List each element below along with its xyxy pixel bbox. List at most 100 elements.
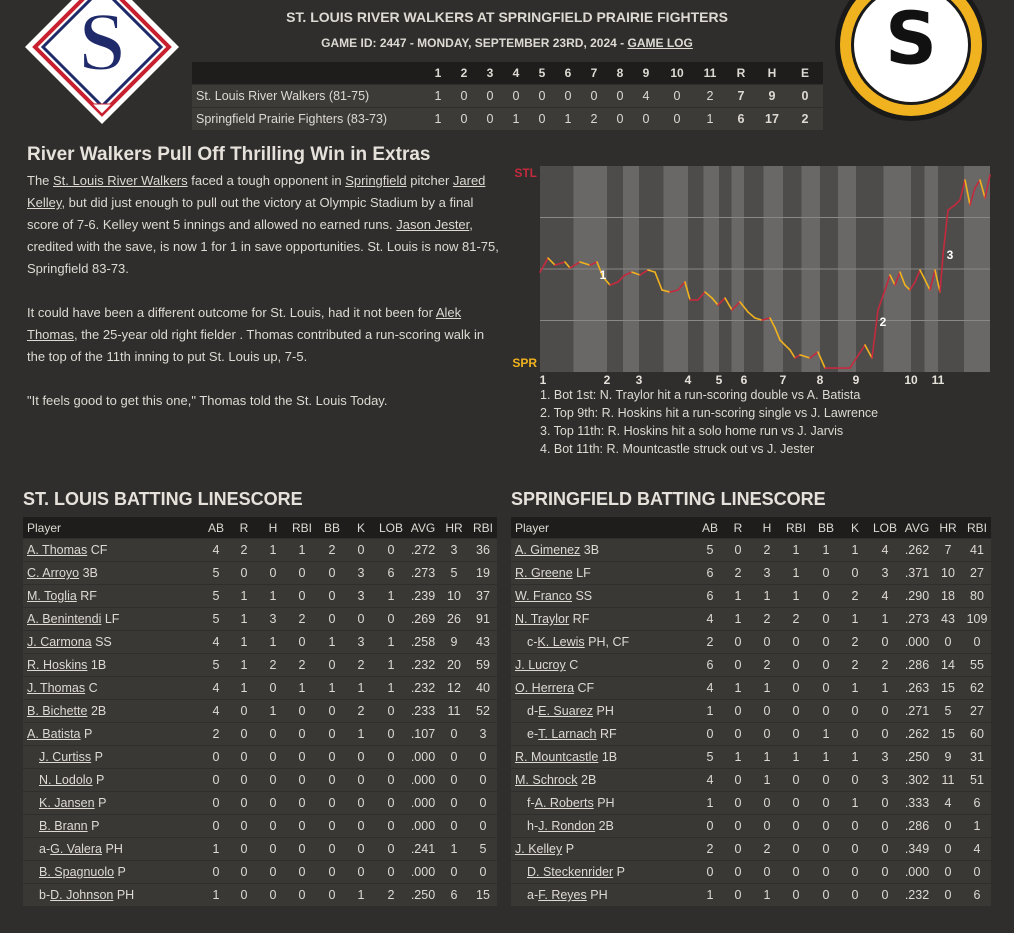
player-name[interactable]: J. Rondon	[538, 819, 596, 833]
player-name[interactable]: M. Toglia	[27, 589, 77, 603]
player-name[interactable]: F. Reyes	[538, 888, 587, 902]
stat-cell: .233	[407, 699, 439, 723]
stat-cell: 0	[347, 814, 375, 838]
game-log-link[interactable]: GAME LOG	[627, 36, 693, 50]
player-row: A. Benintendi LF 5 1 3 2 0 0 0.269 26 91	[23, 607, 497, 631]
link[interactable]: St. Louis River Walkers	[53, 173, 188, 188]
player-name[interactable]: A. Batista	[27, 727, 81, 741]
stat-cell: 0	[287, 722, 317, 746]
stat-cell: 59	[469, 653, 497, 677]
inning-header: 1	[425, 62, 451, 85]
stat-cell: 2	[203, 722, 229, 746]
stat-cell: 0	[317, 814, 347, 838]
player-name[interactable]: D. Johnson	[50, 888, 114, 902]
probability-segment	[624, 271, 633, 276]
player-name[interactable]: A. Gimenez	[515, 543, 581, 557]
inning-runs: 0	[581, 84, 607, 108]
stat-cell: 31	[963, 745, 991, 769]
player-name[interactable]: N. Traylor	[515, 612, 570, 626]
stat-cell: 0	[933, 860, 963, 884]
stat-cell: 0	[287, 814, 317, 838]
stat-cell: 1	[317, 676, 347, 700]
probability-segment	[947, 204, 956, 211]
player-row: D. Steckenrider P 0 0 0 0 0 0 0.000 0 0	[511, 860, 991, 884]
player-cell: J. Lucroy C	[511, 653, 697, 677]
player-name[interactable]: E. Suarez	[538, 704, 594, 718]
stat-cell: .241	[407, 837, 439, 861]
stat-cell: 0	[229, 837, 259, 861]
probability-segment	[854, 344, 866, 361]
position: LF	[576, 566, 591, 580]
stat-cell: 1	[781, 584, 811, 608]
player-name[interactable]: R. Hoskins	[27, 658, 88, 672]
stat-cell: 0	[203, 860, 229, 884]
player-name[interactable]: A. Roberts	[534, 796, 594, 810]
player-name[interactable]: B. Bichette	[27, 704, 88, 718]
probability-segment	[959, 179, 966, 201]
player-name[interactable]: G. Valera	[50, 842, 102, 856]
stat-cell: 0	[259, 768, 287, 792]
stat-cell: .232	[407, 653, 439, 677]
stat-cell: 1	[229, 676, 259, 700]
player-name[interactable]: R. Greene	[515, 566, 573, 580]
player-cell: c-K. Lewis PH, CF	[511, 630, 697, 654]
player-name[interactable]: A. Benintendi	[27, 612, 102, 626]
position: P	[117, 865, 126, 879]
stat-cell: 6	[963, 791, 991, 815]
player-name[interactable]: O. Herrera	[515, 681, 575, 695]
player-name[interactable]: J. Carmona	[27, 635, 92, 649]
stat-cell: 5	[203, 584, 229, 608]
player-name[interactable]: J. Kelley	[515, 842, 563, 856]
stat-cell: 2	[781, 607, 811, 631]
player-name[interactable]: D. Steckenrider	[527, 865, 614, 879]
probability-segment	[817, 351, 826, 369]
link[interactable]: Jared Kelley	[27, 173, 486, 210]
stat-cell: 14	[933, 653, 963, 677]
probability-segment	[929, 269, 936, 291]
text: It could have been a different outcome f…	[27, 305, 436, 320]
inning-runs: 0	[529, 84, 555, 108]
column-header: R	[723, 517, 753, 539]
player-name[interactable]: K. Lewis	[537, 635, 585, 649]
position: SS	[575, 589, 593, 603]
inning-runs: 2	[581, 107, 607, 130]
player-name[interactable]: T. Larnach	[538, 727, 597, 741]
player-name[interactable]: B. Brann	[39, 819, 88, 833]
stat-cell: .263	[901, 676, 933, 700]
stat-cell: 15	[469, 883, 497, 906]
stat-cell: 0	[259, 791, 287, 815]
link[interactable]: Jason Jester	[396, 217, 470, 232]
stat-cell: .273	[901, 607, 933, 631]
corner-cell	[192, 62, 425, 85]
position: 2B	[581, 773, 597, 787]
stat-cell: 0	[287, 561, 317, 585]
player-name[interactable]: B. Spagnuolo	[39, 865, 115, 879]
player-row: M. Toglia RF 5 1 1 0 0 3 1.239 10 37	[23, 584, 497, 608]
player-name[interactable]: K. Jansen	[39, 796, 95, 810]
stat-cell: 4	[697, 768, 723, 792]
link[interactable]: Springfield	[345, 173, 407, 188]
player-row: R. Hoskins 1B 5 1 2 2 0 2 1.232 20 59	[23, 653, 497, 677]
player-name[interactable]: W. Franco	[515, 589, 572, 603]
player-name[interactable]: J. Curtiss	[39, 750, 92, 764]
player-name[interactable]: M. Schrock	[515, 773, 578, 787]
player-name[interactable]: N. Lodolo	[39, 773, 93, 787]
stat-cell: .250	[901, 745, 933, 769]
player-row: N. Traylor RF 4 1 2 2 0 1 1.273 43 109	[511, 607, 991, 631]
probability-segment	[564, 261, 571, 269]
position: RF	[599, 727, 617, 741]
player-name[interactable]: J. Thomas	[27, 681, 86, 695]
player-name[interactable]: J. Lucroy	[515, 658, 566, 672]
stat-cell: .000	[407, 745, 439, 769]
stat-cell: 0	[841, 699, 869, 723]
stat-cell: 0	[841, 561, 869, 585]
probability-segment	[924, 279, 931, 291]
player-name[interactable]: C. Arroyo	[27, 566, 80, 580]
player-name[interactable]: R. Mountcastle	[515, 750, 599, 764]
player-name[interactable]: A. Thomas	[27, 543, 88, 557]
game-info: GAME ID: 2447 - MONDAY, SEPTEMBER 23RD, …	[321, 36, 625, 50]
stat-cell: 0	[469, 814, 497, 838]
stat-cell: 0	[287, 791, 317, 815]
stat-cell: 0	[439, 791, 469, 815]
link[interactable]: Alek Thomas	[27, 305, 462, 342]
